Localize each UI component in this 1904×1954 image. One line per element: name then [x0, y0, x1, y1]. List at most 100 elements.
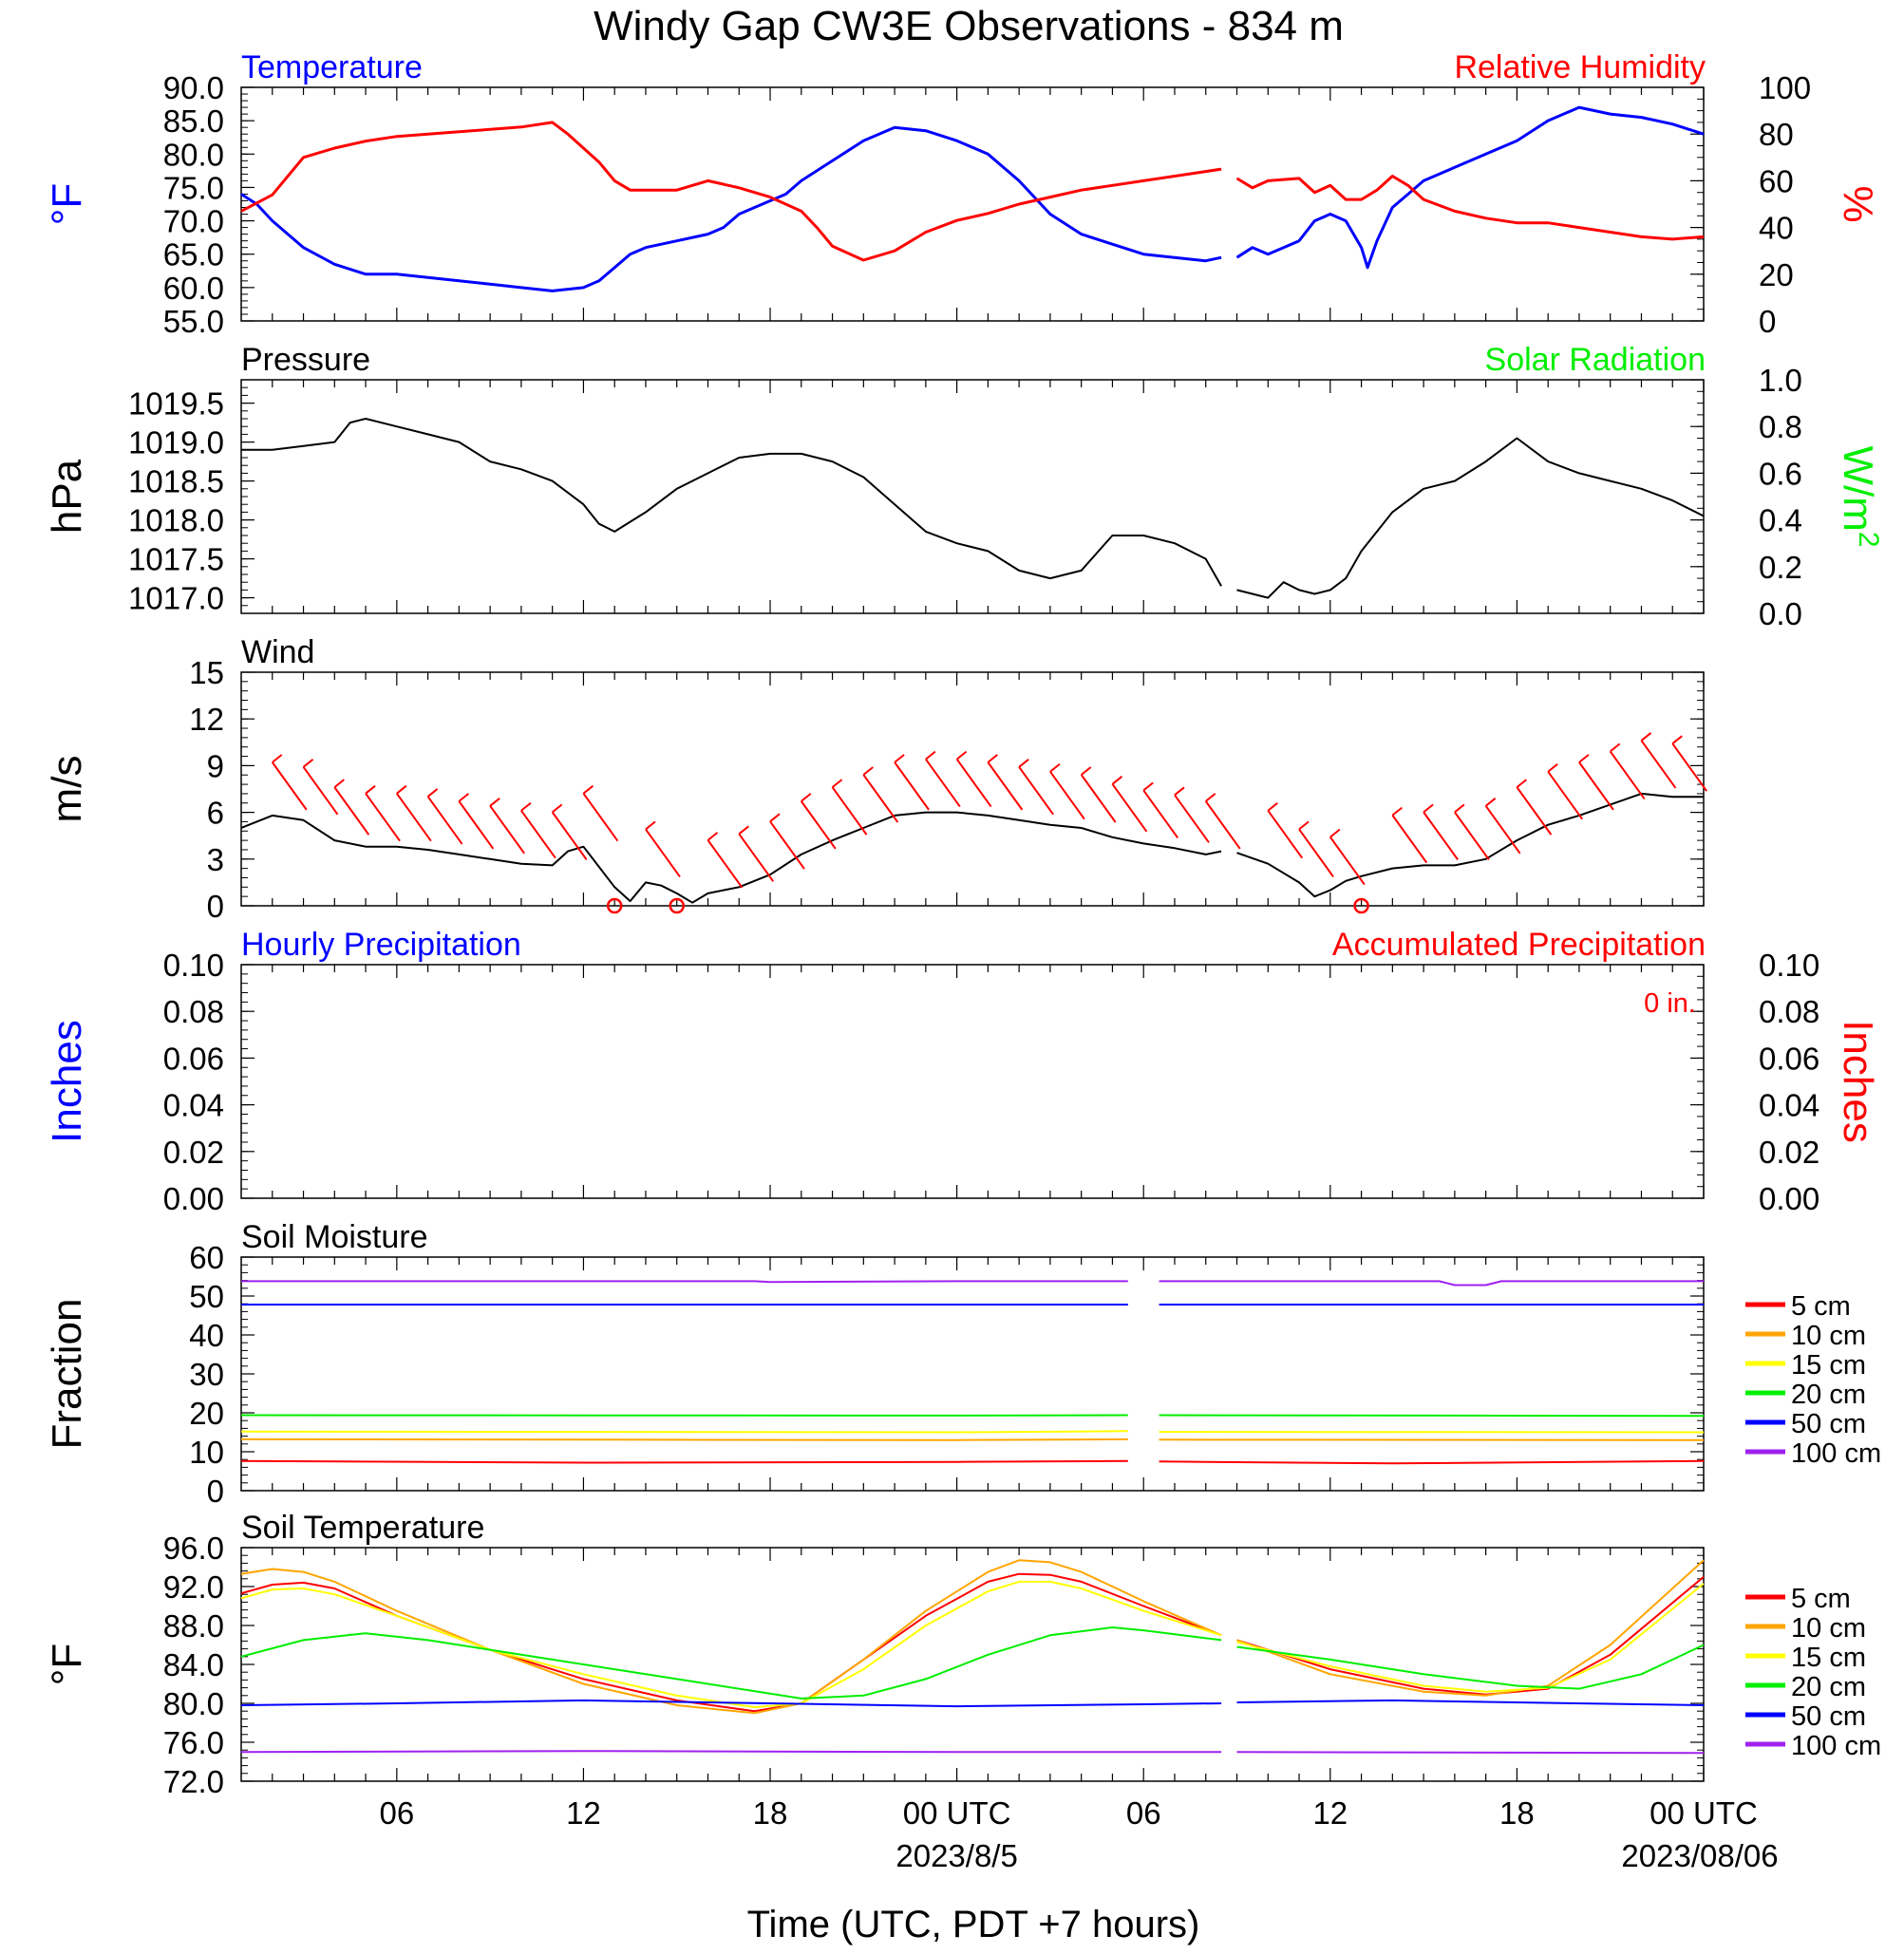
wind-barb-flag — [333, 779, 345, 788]
wind-barb — [1267, 810, 1304, 859]
series-line-50-cm — [240, 1699, 1705, 1708]
y2-tick-label: 0.08 — [1759, 994, 1819, 1029]
y-tick-label: 55.0 — [163, 304, 224, 339]
x-tick-label: 06 — [1126, 1795, 1161, 1831]
y-tick-label: 0.06 — [163, 1041, 224, 1076]
wind-barb — [1578, 761, 1614, 811]
plot-frame — [240, 379, 1705, 614]
wind-barb — [769, 820, 805, 870]
series-line-100-cm — [240, 1750, 1705, 1755]
wind-barb — [520, 810, 556, 859]
wind-barb-flag — [738, 825, 749, 836]
wind-barb-flag — [302, 759, 314, 768]
y2-tick-label: 0.00 — [1759, 1181, 1819, 1216]
y-tick-label: 0 — [207, 889, 224, 924]
wind-barb — [925, 759, 961, 808]
wind-barb-flag — [1671, 735, 1683, 744]
wind-barb — [1080, 774, 1117, 823]
wind-barb-flag — [1640, 732, 1652, 742]
wind-barb — [1111, 783, 1148, 833]
y-tick-label: 1019.5 — [128, 386, 224, 422]
wind-barb-flag — [396, 784, 407, 795]
y-tick-label: 0.10 — [163, 948, 224, 983]
series-line-10-cm — [240, 1559, 1705, 1715]
wind-barb-flag — [1205, 793, 1216, 802]
wind-barb-flag — [645, 820, 656, 831]
wind-barb — [1516, 786, 1553, 836]
x-tick-label: 12 — [566, 1795, 601, 1831]
y-tick-label: 72.0 — [163, 1764, 224, 1799]
y-tick-label: 75.0 — [163, 170, 224, 205]
wind-barb-flag — [1298, 820, 1310, 831]
wind-barb — [551, 811, 588, 860]
y2-tick-label: 0 — [1759, 304, 1776, 339]
panels: 55.060.065.070.075.080.085.090.002040608… — [44, 49, 1884, 1873]
wind-barb — [396, 793, 432, 842]
wind-barb-flag — [426, 788, 439, 798]
y2-tick-label: 80 — [1759, 117, 1794, 152]
y2-tick-label: 0.8 — [1759, 409, 1802, 444]
wind-barb-flag — [769, 813, 781, 822]
y-tick-label: 1017.0 — [128, 581, 224, 616]
wind-barb-flag — [582, 784, 594, 795]
y-tick-label: 90.0 — [163, 70, 224, 105]
wind-barb-flag — [1329, 828, 1341, 838]
wind-barb — [1174, 794, 1210, 843]
panel-precip: 0.00 0.02 0.04 0.06 0.08 0.10 0.00 0.02 0.04 0.06… — [44, 927, 1881, 1216]
wind-barb — [1018, 766, 1054, 816]
series-line-20-cm — [240, 1414, 1705, 1418]
series-line-100-cm — [241, 1280, 1704, 1287]
panel-title-right: Accumulated Precipitation — [1332, 927, 1706, 963]
y-axis-label: °F — [44, 183, 90, 225]
series-line-temperature — [240, 105, 1705, 292]
legend-label: 5 cm — [1791, 1291, 1851, 1322]
y2-tick-label: 0.2 — [1759, 550, 1802, 585]
wind-barb — [955, 759, 992, 808]
y2-tick-label: 100 — [1759, 70, 1811, 105]
y-tick-label: 1018.0 — [128, 503, 224, 538]
legend-label: 10 cm — [1791, 1613, 1866, 1644]
legend-label: 5 cm — [1791, 1584, 1851, 1614]
x-tick-label: 06 — [379, 1795, 414, 1831]
y-tick-label: 1017.5 — [128, 542, 224, 577]
wind-barb — [1204, 800, 1241, 850]
y-tick-label: 0.08 — [163, 994, 224, 1029]
panel-soil_temp: 72.0 76.0 80.0 84.088.092.096.0 Soil Tempera… — [44, 1510, 1881, 1799]
wind-barb — [1640, 740, 1677, 789]
wind-barb-flag — [552, 803, 563, 814]
y2-tick-label: 0.6 — [1759, 456, 1802, 491]
series-line-15-cm — [240, 1580, 1705, 1709]
wind-barb — [707, 839, 744, 889]
panel-wind: 0 3 6 9 12 15 Wind m/s — [44, 634, 1708, 924]
series-line-20-cm — [240, 1626, 1705, 1700]
wind-barb-flag — [831, 779, 843, 788]
y2-axis-label: W/m2 — [1835, 445, 1884, 547]
y-tick-label: 65.0 — [163, 237, 224, 272]
wind-barb — [333, 786, 370, 836]
x-tick-label: 18 — [1499, 1795, 1535, 1831]
panel-temp_rh: 55.060.065.070.075.080.085.090.0 0 20 40 60 8… — [44, 49, 1881, 339]
wind-barb-flag — [801, 793, 812, 802]
wind-barb — [1671, 742, 1708, 792]
y-axis-label: Fraction — [44, 1299, 90, 1450]
y-tick-label: 3 — [207, 842, 224, 877]
wind-barb — [426, 796, 463, 845]
wind-barb-flag — [1454, 803, 1465, 814]
x-date-label: 2023/08/06 — [1621, 1838, 1778, 1873]
wind-barb-flag — [894, 754, 905, 763]
y-tick-label: 0 — [207, 1474, 224, 1509]
y2-tick-label: 0.4 — [1759, 503, 1802, 538]
wind-barb-flag — [1174, 786, 1185, 797]
wind-barb-flag — [1516, 779, 1528, 788]
y-tick-label: 50 — [189, 1279, 224, 1314]
y-tick-label: 40 — [189, 1318, 224, 1353]
y-tick-label: 6 — [207, 796, 224, 831]
y2-tick-label: 1.0 — [1759, 363, 1802, 398]
wind-barb — [1423, 811, 1459, 860]
wind-barb — [645, 828, 681, 877]
y-tick-label: 0.02 — [163, 1135, 224, 1170]
wind-barb — [582, 793, 619, 842]
